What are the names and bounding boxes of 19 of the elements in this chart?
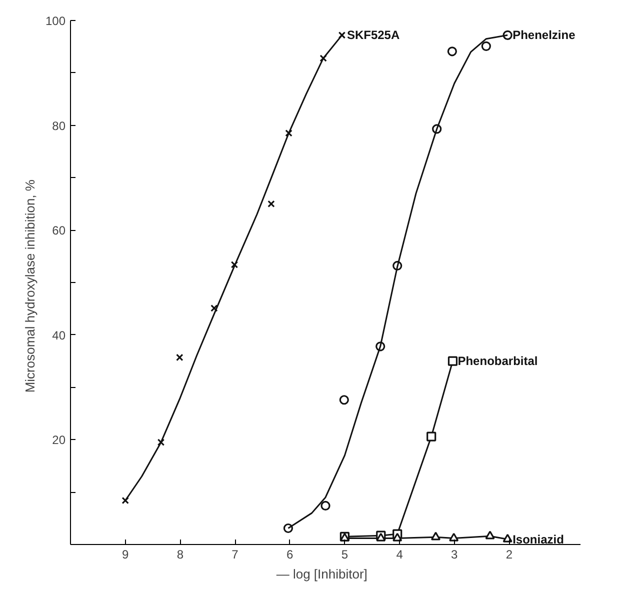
x-tick-label: 9 xyxy=(122,548,129,562)
x-tick-label: 5 xyxy=(341,548,348,562)
y-tick-label: 20 xyxy=(52,433,66,448)
series-label: Phenobarbital xyxy=(458,354,538,368)
x-tick-label: 8 xyxy=(176,548,184,562)
x-tick-label: 4 xyxy=(396,548,404,562)
y-tick-label: 100 xyxy=(45,14,66,28)
x-tick-label: 2 xyxy=(506,548,513,562)
x-axis-title: — log [Inhibitor] xyxy=(276,566,368,582)
y-tick-label: 60 xyxy=(52,224,66,238)
y-tick-label: 80 xyxy=(52,118,66,133)
y-tick-label: 40 xyxy=(52,328,66,342)
x-tick-label: 7 xyxy=(232,548,239,562)
x-tick-label: 3 xyxy=(451,548,458,562)
series-label: SKF525A xyxy=(346,28,400,42)
series-label: Phenelzine xyxy=(512,28,576,42)
series-label: Isoniazid xyxy=(512,532,564,546)
y-axis-title: Microsomal hydroxylase inhibition, % xyxy=(22,179,38,393)
x-tick-label: 6 xyxy=(286,548,294,562)
